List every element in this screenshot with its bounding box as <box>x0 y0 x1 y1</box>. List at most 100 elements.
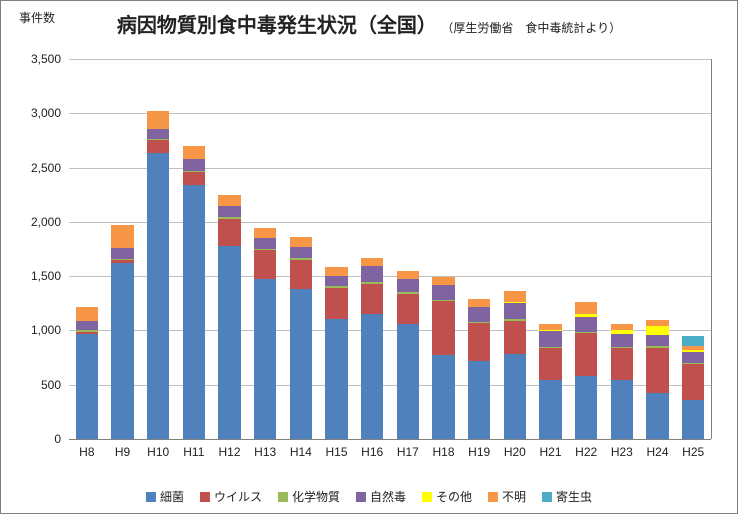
bar-segment <box>682 346 704 350</box>
bar-segment <box>682 352 704 363</box>
bar-segment <box>290 289 312 439</box>
bar-segment <box>147 111 169 128</box>
bar-segment <box>432 285 454 299</box>
bar-segment <box>218 195 240 206</box>
bar-segment <box>539 324 561 329</box>
legend-item: 化学物質 <box>278 488 340 505</box>
bar-segment <box>504 321 526 355</box>
y-axis-label: 事件数 <box>19 9 55 26</box>
chart-container: 事件数 病因物質別食中毒発生状況（全国） （厚生労働省 食中毒統計より） 050… <box>0 0 738 514</box>
x-tick-label: H17 <box>397 445 419 459</box>
bar-segment <box>468 323 490 361</box>
bar-segment <box>468 307 490 322</box>
y-tick-label: 3,500 <box>31 52 61 66</box>
x-tick-label: H9 <box>115 445 130 459</box>
bar-segment <box>682 363 704 364</box>
bar-segment <box>325 288 347 318</box>
legend-label: ウイルス <box>214 488 262 505</box>
bar-segment <box>76 330 98 331</box>
bar-segment <box>218 217 240 219</box>
bar-segment <box>76 334 98 439</box>
grid-line <box>69 439 711 440</box>
bar-segment <box>468 361 490 439</box>
legend-label: その他 <box>436 488 472 505</box>
bar-segment <box>468 299 490 307</box>
legend-swatch <box>356 492 366 502</box>
legend-swatch <box>542 492 552 502</box>
bar-segment <box>575 314 597 317</box>
legend-swatch <box>278 492 288 502</box>
bar-segment <box>290 258 312 260</box>
bar-segment <box>682 350 704 352</box>
bar-segment <box>539 330 561 346</box>
bar-segment <box>254 228 276 238</box>
x-tick-label: H21 <box>539 445 561 459</box>
bar-segment <box>218 206 240 217</box>
y-tick-label: 1,500 <box>31 269 61 283</box>
chart-title-main: 病因物質別食中毒発生状況（全国） <box>117 15 437 37</box>
bar-segment <box>111 263 133 439</box>
bar-segment <box>218 219 240 246</box>
y-tick-label: 2,500 <box>31 161 61 175</box>
x-tick-label: H20 <box>504 445 526 459</box>
x-tick-label: H15 <box>325 445 347 459</box>
legend-label: 化学物質 <box>292 488 340 505</box>
x-tick-label: H19 <box>468 445 490 459</box>
legend: 細菌ウイルス化学物質自然毒その他不明寄生虫 <box>146 488 592 505</box>
bar-segment <box>111 259 133 260</box>
bar-segment <box>325 319 347 440</box>
x-tick-label: H12 <box>218 445 240 459</box>
bar-segment <box>290 247 312 258</box>
y-tick-label: 500 <box>41 378 61 392</box>
bar-segment <box>76 332 98 334</box>
bar-segment <box>646 346 668 348</box>
legend-item: ウイルス <box>200 488 262 505</box>
bar-segment <box>218 246 240 439</box>
bar-segment <box>611 324 633 331</box>
x-tick-label: H16 <box>361 445 383 459</box>
bar-segment <box>290 260 312 289</box>
bar-segment <box>111 248 133 259</box>
bar-segment <box>183 171 205 172</box>
bar-segment <box>539 348 561 381</box>
bar-segment <box>611 347 633 348</box>
legend-swatch <box>200 492 210 502</box>
x-tick-label: H23 <box>611 445 633 459</box>
y-tick-label: 3,000 <box>31 106 61 120</box>
chart-title-sub: （厚生労働省 食中毒統計より） <box>441 21 621 35</box>
bar-segment <box>147 139 169 140</box>
legend-swatch <box>146 492 156 502</box>
bar-segment <box>183 172 205 185</box>
bar-segment <box>575 376 597 439</box>
bar-segment <box>397 292 419 294</box>
bar-segment <box>611 348 633 381</box>
plot-area: 05001,0001,5002,0002,5003,0003,500H8H9H1… <box>69 59 711 439</box>
bar-segment <box>611 334 633 347</box>
bar-segment <box>76 307 98 321</box>
x-tick-label: H13 <box>254 445 276 459</box>
bar-segment <box>539 347 561 348</box>
bar-segment <box>397 271 419 279</box>
legend-swatch <box>488 492 498 502</box>
bar-segment <box>682 400 704 439</box>
chart-title: 病因物質別食中毒発生状況（全国） （厚生労働省 食中毒統計より） <box>15 9 723 38</box>
bar-segment <box>646 393 668 439</box>
bar-segment <box>147 153 169 439</box>
bar-segment <box>504 319 526 321</box>
bar-segment <box>111 260 133 263</box>
plot-right-border <box>711 59 712 439</box>
bar-segment <box>575 302 597 314</box>
y-tick-label: 0 <box>54 432 61 446</box>
legend-item: その他 <box>422 488 472 505</box>
legend-label: 寄生虫 <box>556 488 592 505</box>
y-tick-label: 2,000 <box>31 215 61 229</box>
bar-segment <box>646 320 668 326</box>
legend-item: 自然毒 <box>356 488 406 505</box>
x-tick-label: H14 <box>290 445 312 459</box>
bar-segment <box>361 282 383 284</box>
bar-segment <box>432 355 454 439</box>
bar-segment <box>325 276 347 287</box>
x-tick-label: H25 <box>682 445 704 459</box>
bar-segment <box>611 330 633 333</box>
bar-segment <box>397 279 419 292</box>
